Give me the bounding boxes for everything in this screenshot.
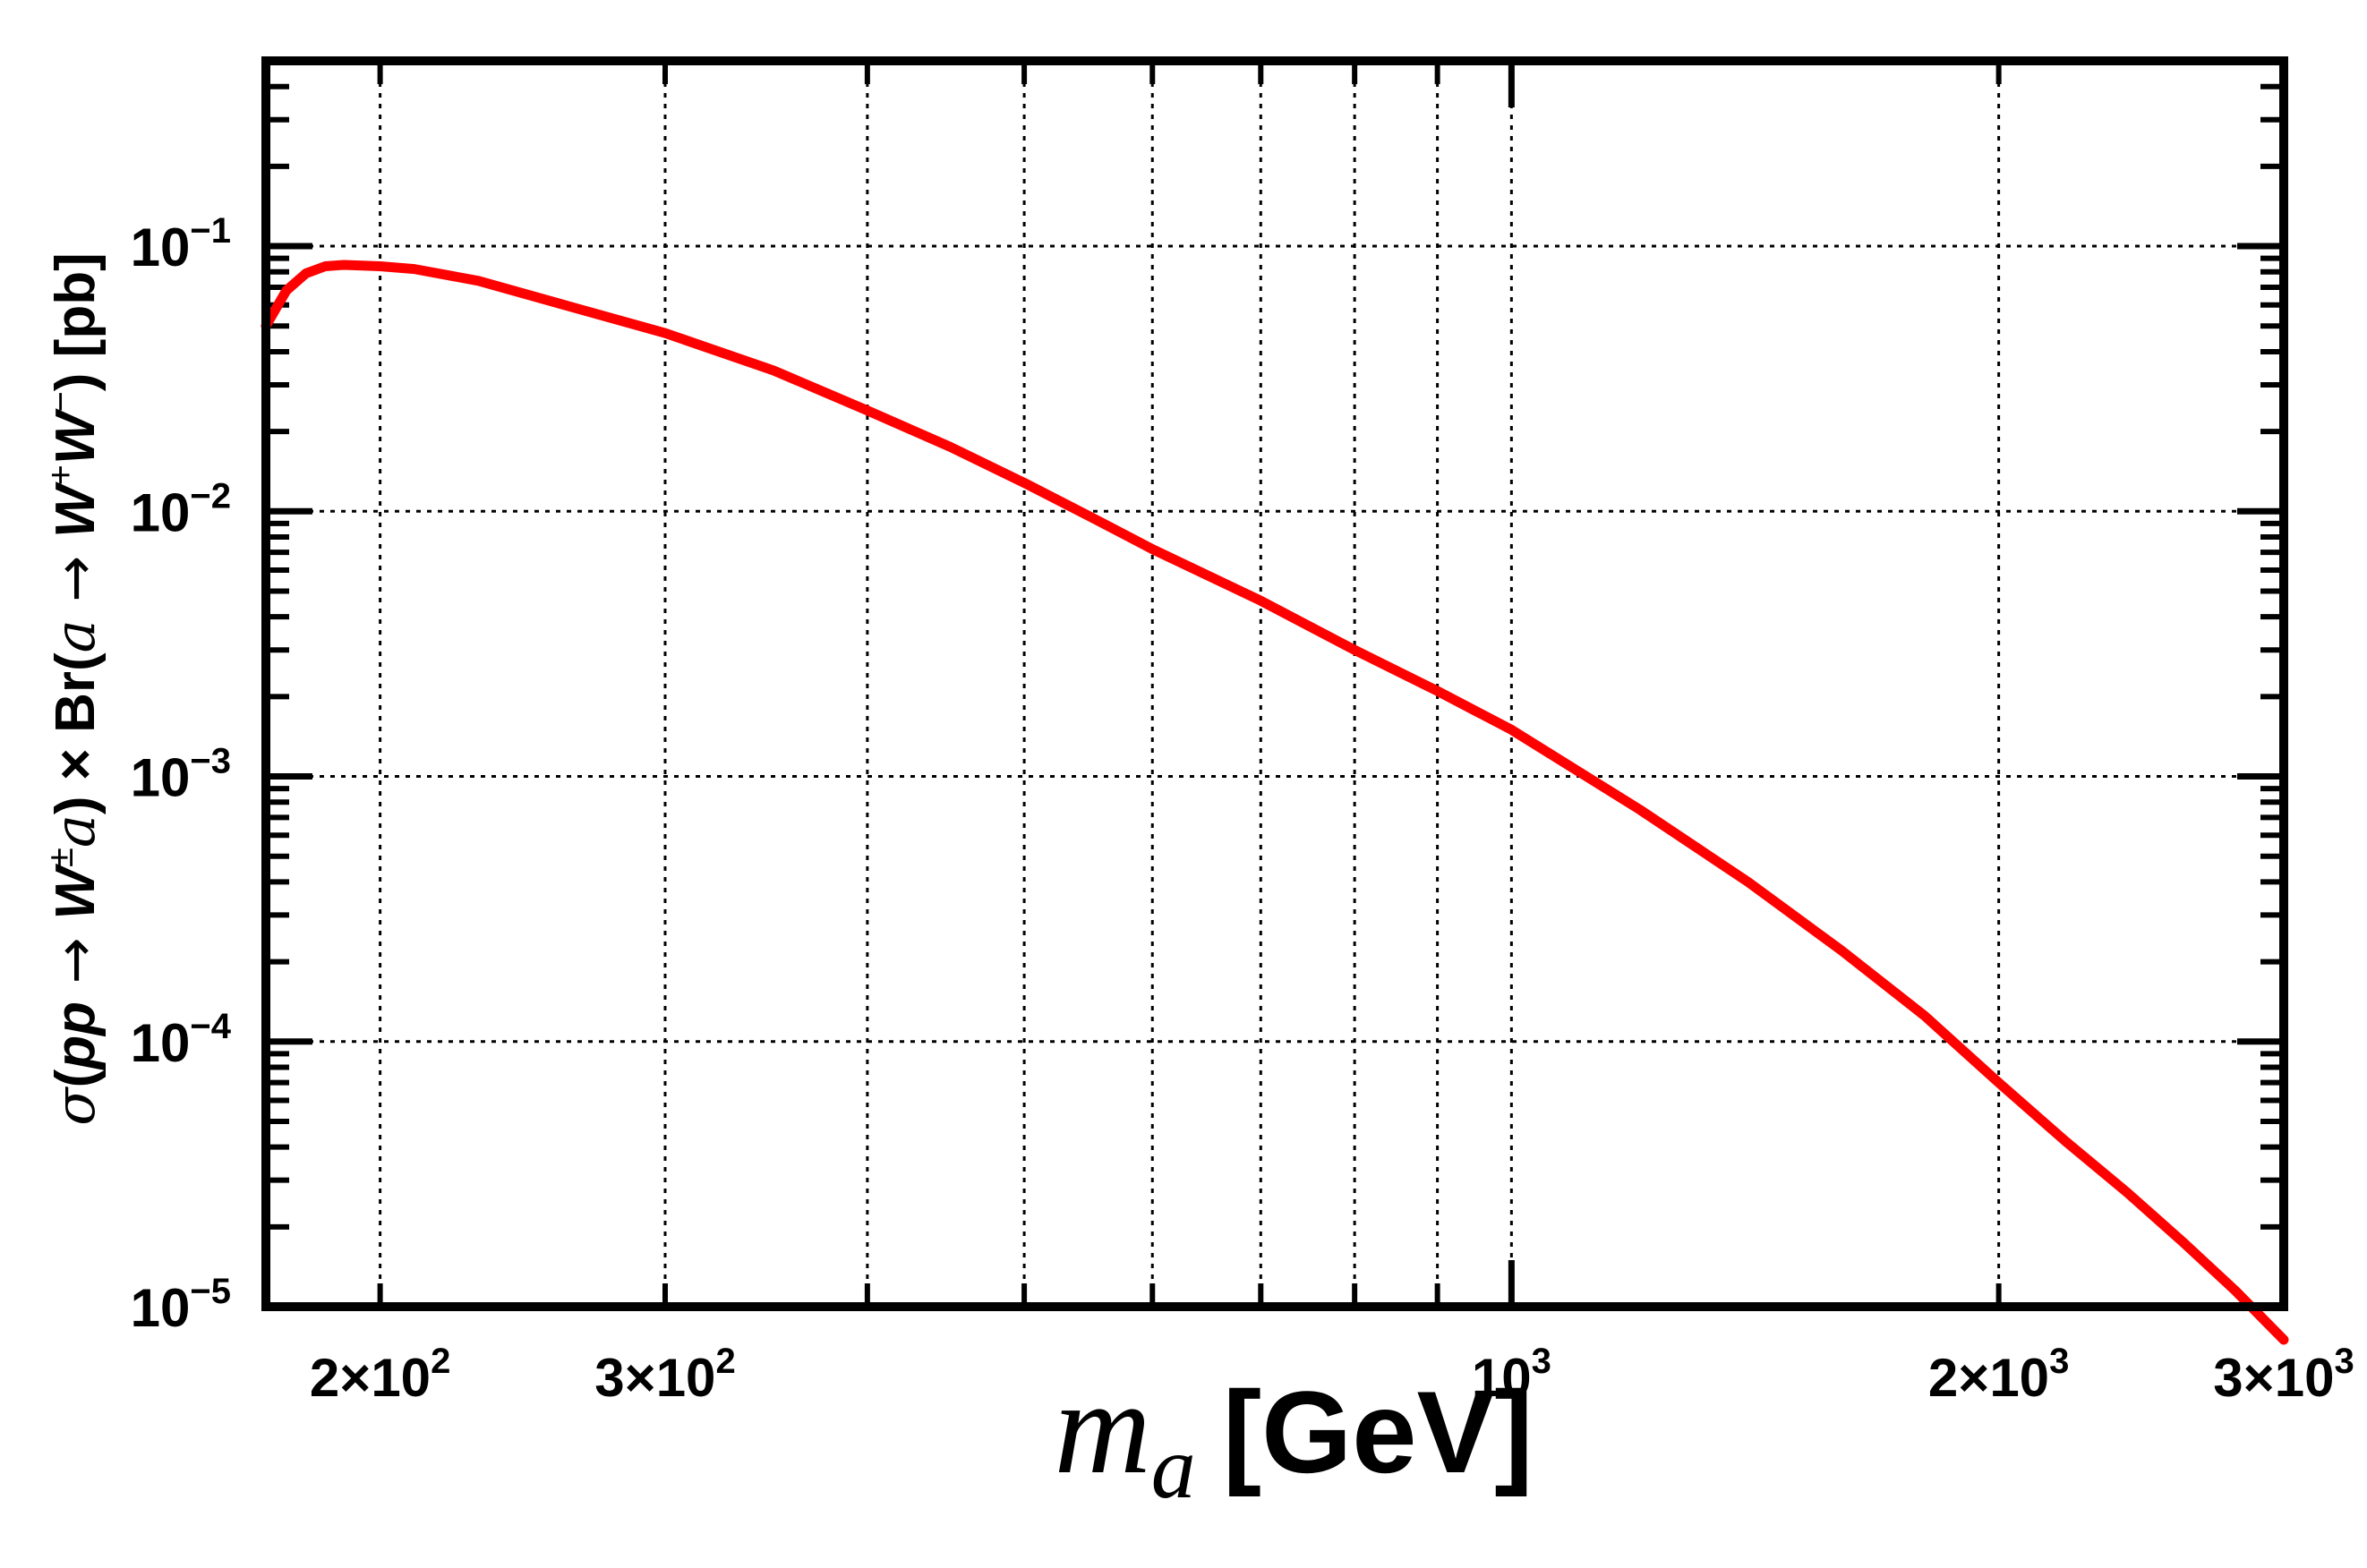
- y-close-paren: ): [45, 797, 107, 815]
- major-tick-layer: [266, 61, 2284, 1310]
- y-tick-label-exponent: −4: [190, 1007, 231, 1046]
- x-tick-label-exponent: 2: [431, 1342, 450, 1381]
- y-axis-title: σ(pp → W±a) × Br(a → W+W−) [pb]: [41, 252, 107, 1125]
- y-times-br: × Br(: [45, 652, 107, 797]
- y-minus: −: [41, 391, 81, 412]
- y-tick-label: 10−1: [131, 211, 231, 277]
- x-tick-label-exponent: 3: [1532, 1342, 1551, 1381]
- series-layer: [261, 260, 2289, 1345]
- y-tick-label-base: 10: [131, 217, 191, 277]
- x-tick-label-exponent: 3: [2334, 1342, 2354, 1381]
- y-tick-label-base: 10: [131, 748, 191, 808]
- x-axis-symbol: m: [1054, 1353, 1150, 1502]
- y-unit: ) [pb]: [45, 252, 107, 391]
- y-tick-label: 10−5: [131, 1272, 231, 1338]
- y-w-1: W: [45, 864, 107, 920]
- x-tick-label-exponent: 3: [2049, 1342, 2069, 1381]
- y-a-1: a: [42, 814, 107, 848]
- x-axis-title: ma [GeV]: [1054, 1353, 1533, 1517]
- y-tick-label-exponent: −2: [190, 476, 231, 516]
- x-tick-label-base: 2×10: [1928, 1348, 2049, 1408]
- y-plus: +: [41, 464, 81, 485]
- y-tick-label-exponent: −5: [190, 1272, 231, 1311]
- y-arrow-2: →: [42, 538, 107, 619]
- y-arrow-1: →: [42, 920, 107, 1001]
- y-sigma: σ: [42, 1087, 107, 1126]
- y-tick-label: 10−4: [131, 1007, 232, 1073]
- y-w-2: W: [45, 481, 107, 538]
- x-tick-label: 3×103: [2213, 1342, 2354, 1408]
- y-tick-label-base: 10: [131, 482, 191, 542]
- minor-tick-layer: [266, 61, 2284, 1307]
- x-tick-label-base: 10: [1472, 1348, 1532, 1408]
- x-tick-label: 103: [1472, 1342, 1551, 1408]
- x-tick-label-base: 3×10: [2213, 1348, 2334, 1408]
- y-tick-label-exponent: −3: [190, 742, 231, 781]
- x-axis-subscript: a: [1151, 1418, 1196, 1517]
- y-tick-label-layer: 10−110−210−310−410−5: [131, 211, 232, 1338]
- x-tick-label: 2×102: [310, 1342, 450, 1408]
- y-w-3: W: [45, 408, 107, 464]
- y-tick-label-base: 10: [131, 1013, 191, 1073]
- x-tick-label-exponent: 2: [715, 1342, 735, 1381]
- y-tick-label-exponent: −1: [190, 211, 231, 251]
- y-a-2: a: [42, 619, 107, 652]
- x-axis-unit: [GeV]: [1223, 1367, 1534, 1497]
- x-tick-label-base: 3×10: [594, 1348, 715, 1408]
- plot-frame: [261, 56, 2288, 1311]
- grid-layer: [266, 61, 2284, 1307]
- y-tick-label: 10−3: [131, 742, 231, 808]
- y-pm: ±: [41, 848, 81, 867]
- y-tick-label-base: 10: [131, 1278, 191, 1338]
- y-tick-label: 10−2: [131, 476, 231, 542]
- y-open-paren: (: [45, 1069, 107, 1087]
- x-tick-label: 3×102: [594, 1342, 735, 1408]
- x-tick-label-base: 2×10: [310, 1348, 431, 1408]
- x-tick-label: 2×103: [1928, 1342, 2069, 1408]
- x-tick-label-layer: 2×102 3×102 103 2×103 3×103: [310, 1342, 2354, 1408]
- y-pp: pp: [45, 1001, 107, 1071]
- series-line: [261, 260, 2289, 1345]
